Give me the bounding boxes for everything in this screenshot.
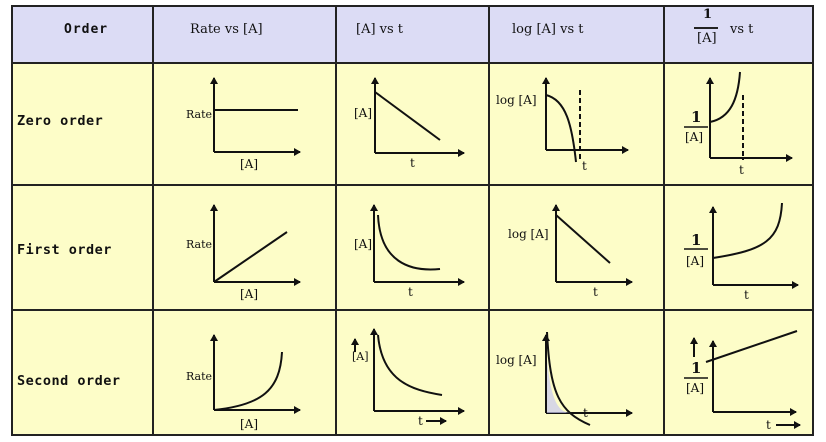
- label-t-r2c2: t: [408, 285, 413, 299]
- header-inverse-numerator: 1: [703, 7, 713, 22]
- grid-row2-bottom: [11, 309, 814, 311]
- label-rate-r2: Rate: [186, 238, 212, 251]
- grid-col4-right: [812, 5, 814, 435]
- row-label-second-order: Second order: [17, 373, 121, 389]
- label-t-r3c3: t: [583, 406, 588, 420]
- header-a-vs-t: [A] vs t: [356, 22, 404, 37]
- label-rate-r3: Rate: [186, 370, 212, 383]
- grid-header-bottom: [11, 62, 814, 64]
- first-order-loga-vs-t-graph: [552, 204, 633, 286]
- header-order: Order: [64, 22, 109, 37]
- label-t-r2c4: t: [744, 288, 749, 302]
- table-body: [11, 63, 814, 435]
- header-fraction-bar: [694, 27, 718, 29]
- label-t-r3c4: t: [766, 418, 771, 432]
- zero-order-loga-vs-t-graph: [542, 77, 629, 163]
- label-t-r3c2: t: [418, 414, 423, 428]
- header-inverse-vs: vs t: [730, 22, 754, 37]
- grid-row1-bottom: [11, 184, 814, 186]
- header-loga-vs-t: log [A] vs t: [512, 22, 584, 37]
- first-order-inverse-a-vs-t-graph: [709, 202, 799, 289]
- label-t-r2c3: t: [593, 285, 598, 299]
- zero-order-rate-vs-a-graph: [210, 77, 301, 156]
- grid-col1-left: [152, 5, 154, 435]
- second-order-loga-shading: [547, 360, 570, 413]
- header-row: [11, 5, 814, 63]
- header-inverse-denominator: [A]: [697, 31, 717, 46]
- header-rate-vs-a: Rate vs [A]: [190, 22, 263, 37]
- row-label-zero-order: Zero order: [17, 113, 104, 129]
- label-loga-r2: log [A]: [508, 227, 549, 241]
- grid-col4-left: [663, 5, 665, 435]
- grid-col3-left: [488, 5, 490, 435]
- grid-col2-left: [335, 5, 337, 435]
- label-t-r1c4: t: [739, 163, 744, 177]
- label-one-r2: 1: [691, 231, 701, 249]
- label-aden-r1: [A]: [685, 130, 703, 144]
- second-order-rate-vs-a-graph: [210, 334, 301, 414]
- label-loga-r1: log [A]: [496, 93, 537, 107]
- label-aden-r3: [A]: [686, 381, 704, 395]
- first-order-rate-vs-a-graph: [210, 204, 301, 286]
- label-one-r1: 1: [691, 108, 701, 126]
- label-a-r2c1: [A]: [240, 287, 258, 301]
- first-order-a-vs-t-graph: [370, 204, 465, 286]
- label-a-r3c2: [A]: [352, 350, 369, 363]
- zero-order-inverse-a-vs-t-graph: [706, 71, 793, 162]
- label-t-r1c3: t: [582, 159, 587, 173]
- row-label-first-order: First order: [17, 242, 112, 258]
- label-a-r2c2: [A]: [354, 237, 372, 251]
- label-loga-r3: log [A]: [496, 353, 537, 367]
- second-order-inverse-a-vs-t-graph: [690, 330, 801, 429]
- label-a-r3c1: [A]: [240, 417, 258, 431]
- zero-order-a-vs-t-graph: [371, 77, 465, 157]
- label-rate-r1: Rate: [186, 108, 212, 121]
- label-t-r1c2: t: [410, 156, 415, 170]
- second-order-a-vs-t-graph: [351, 328, 465, 425]
- grid-top: [11, 5, 814, 7]
- grid-col0-left: [11, 5, 13, 435]
- label-aden-r2: [A]: [686, 254, 704, 268]
- grid-bottom: [11, 434, 814, 436]
- label-a-r1c2: [A]: [354, 106, 372, 120]
- label-one-r3: 1: [691, 359, 701, 377]
- label-a-r1c1: [A]: [240, 157, 258, 171]
